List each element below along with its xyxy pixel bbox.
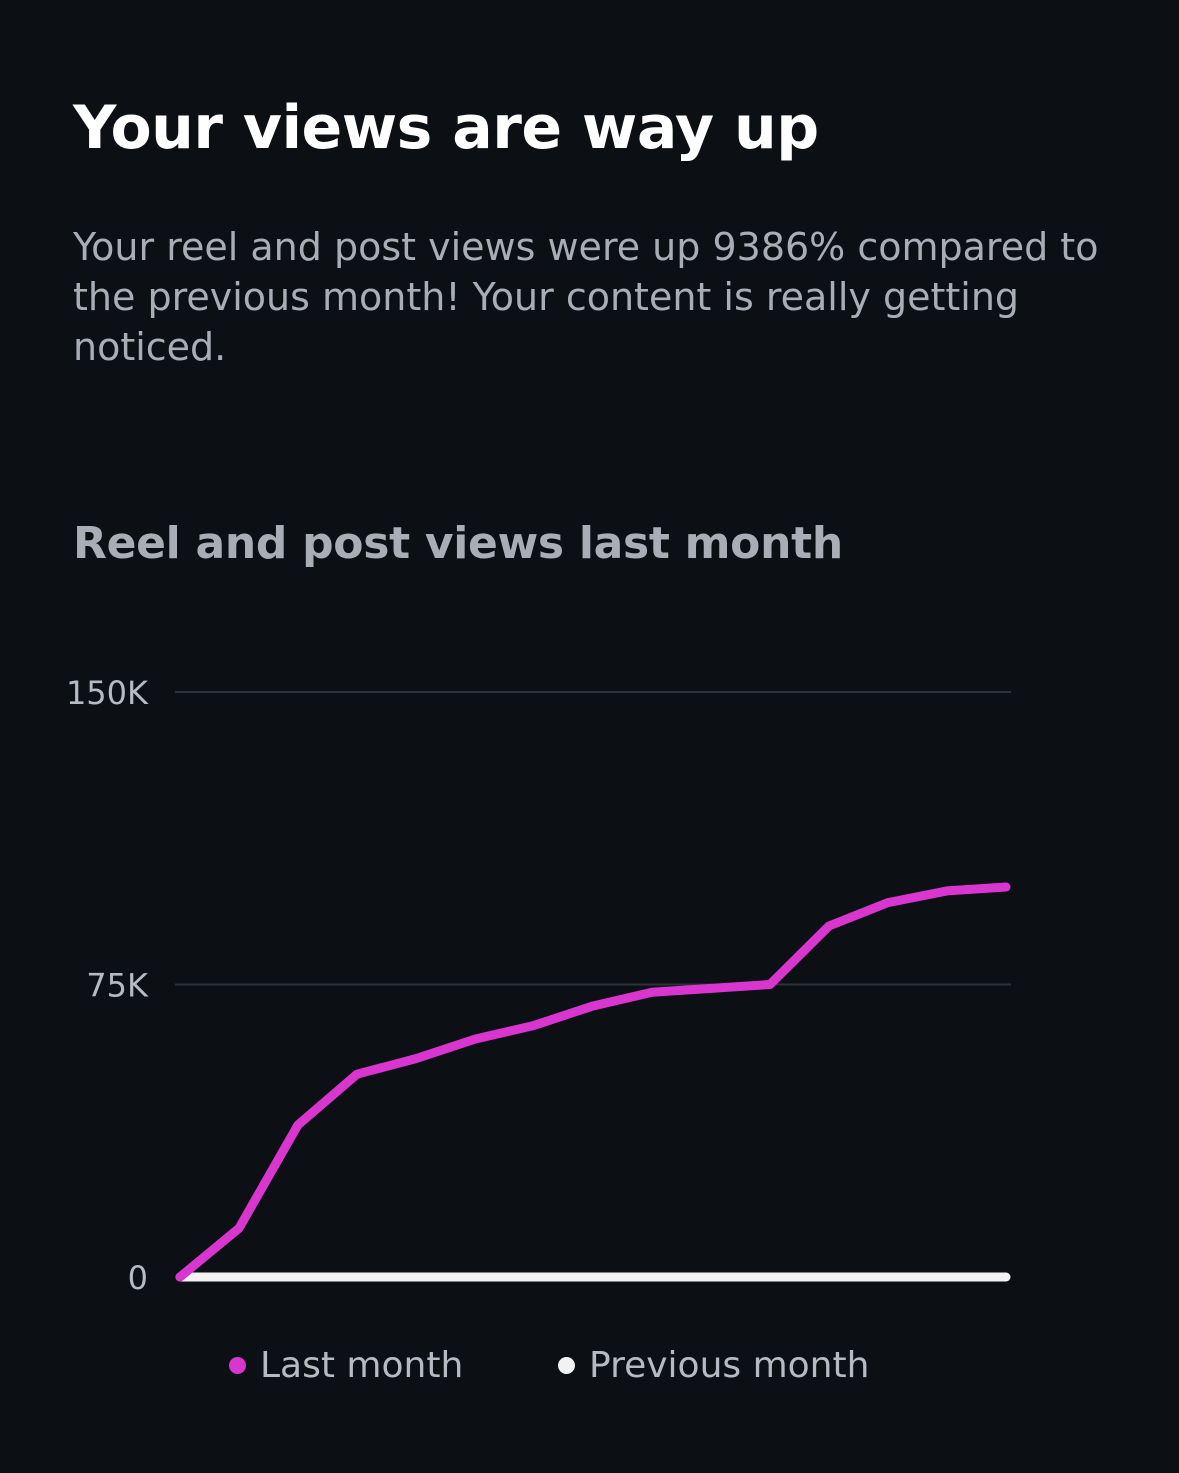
chart-title: Reel and post views last month	[73, 518, 843, 569]
legend-item-last-month: Last month	[229, 1340, 463, 1390]
legend-item-previous-month: Previous month	[558, 1340, 869, 1390]
y-tick-label-150k: 150K	[66, 674, 149, 712]
legend-label: Last month	[260, 1344, 464, 1386]
legend-dot-icon	[558, 1356, 575, 1374]
y-tick-label-75k: 75K	[86, 967, 149, 1005]
headline: Your views are way up	[73, 93, 819, 163]
summary-text: Your reel and post views were up 9386% c…	[73, 225, 1099, 369]
y-tick-label-0: 0	[128, 1259, 148, 1297]
series-line-last-month	[175, 882, 1011, 1282]
legend-dot-icon	[229, 1356, 246, 1374]
chart-legend: Last month Previous month	[0, 1340, 1179, 1400]
legend-label: Previous month	[589, 1344, 870, 1386]
